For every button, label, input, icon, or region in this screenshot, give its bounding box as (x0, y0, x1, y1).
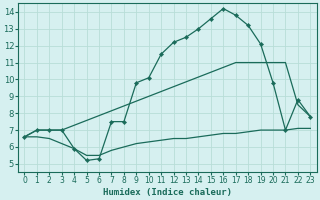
X-axis label: Humidex (Indice chaleur): Humidex (Indice chaleur) (103, 188, 232, 197)
